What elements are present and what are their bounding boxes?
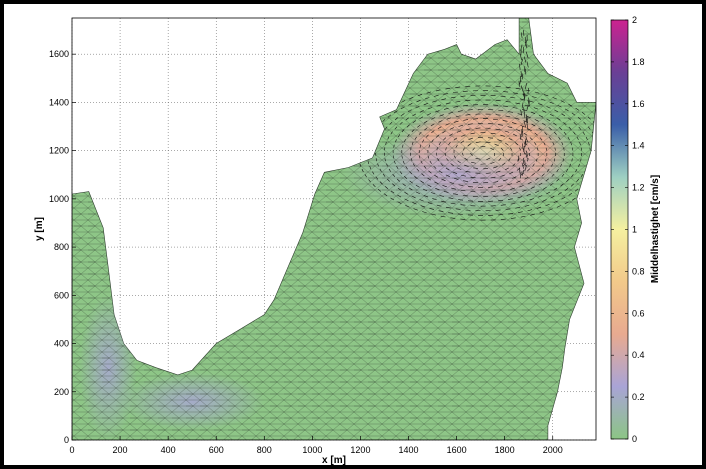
velocity-arrow xyxy=(600,175,602,178)
colorbar-tick-label: 0.8 xyxy=(632,266,645,276)
x-tick-label: 1600 xyxy=(447,445,467,455)
velocity-arrow xyxy=(377,142,378,145)
x-tick-label: 1200 xyxy=(350,445,370,455)
velocity-arrow xyxy=(586,179,588,182)
y-tick-label: 0 xyxy=(64,435,69,445)
x-tick-label: 200 xyxy=(113,445,128,455)
velocity-arrow xyxy=(591,185,593,188)
velocity-arrow xyxy=(361,137,362,140)
colorbar-tick-label: 0.4 xyxy=(632,350,645,360)
velocity-arrow xyxy=(371,134,372,137)
velocity-arrow xyxy=(604,137,605,140)
triangular-mesh xyxy=(72,18,596,440)
velocity-arrow xyxy=(579,194,582,196)
velocity-arrow xyxy=(369,139,370,142)
velocity-arrow xyxy=(379,137,380,140)
figure-frame: 0 200 400 600 800 1000 1200 1400 1600 1800 2000 02… xyxy=(4,4,702,465)
x-tick-label: 800 xyxy=(257,445,272,455)
x-tick-label: 600 xyxy=(209,445,224,455)
velocity-arrow xyxy=(601,132,603,135)
velocity-arrow xyxy=(585,189,588,192)
velocity-arrow xyxy=(394,104,397,106)
velocity-arrow xyxy=(594,169,595,172)
velocity-arrow xyxy=(596,164,597,167)
velocity-arrow xyxy=(374,129,376,132)
velocity-arrow xyxy=(597,126,599,129)
y-tick-label: 1000 xyxy=(49,194,69,204)
velocity-arrow xyxy=(597,142,598,145)
velocity-arrow xyxy=(378,124,380,127)
velocity-arrow xyxy=(359,158,360,161)
x-tick-label: 1400 xyxy=(398,445,418,455)
velocity-arrow xyxy=(381,112,384,114)
velocity-arrow xyxy=(363,131,364,134)
colorbar-tick-label: 2 xyxy=(632,15,637,25)
velocity-arrow xyxy=(375,117,378,120)
colorbar-tick-label: 0 xyxy=(632,434,637,444)
velocity-arrow xyxy=(588,164,589,167)
velocity-arrow xyxy=(606,142,607,145)
y-tick-label: 1600 xyxy=(49,49,69,59)
colorbar-tick-label: 0.2 xyxy=(632,392,645,402)
velocity-arrow xyxy=(590,174,592,177)
colorbar-tick-label: 0.6 xyxy=(632,308,645,318)
x-tick-label: 1000 xyxy=(302,445,322,455)
y-tick-label: 1400 xyxy=(49,97,69,107)
y-tick-label: 200 xyxy=(54,387,69,397)
colorbar-tick-label: 1.8 xyxy=(632,57,645,67)
x-axis-label: x [m] xyxy=(322,455,346,465)
velocity-arrow xyxy=(371,121,373,124)
y-tick-label: 1200 xyxy=(49,146,69,156)
velocity-arrow xyxy=(367,126,369,129)
flow-domain xyxy=(72,18,608,440)
velocity-arrow xyxy=(605,164,606,167)
colorbar-label: Middelhastighet [cm/s] xyxy=(650,175,661,283)
y-tick-label: 400 xyxy=(54,339,69,349)
x-tick-label: 400 xyxy=(161,445,176,455)
velocity-arrow xyxy=(603,169,604,172)
colorbar-tick-label: 1.4 xyxy=(632,141,645,151)
y-tick-label: 800 xyxy=(54,242,69,252)
colorbar-tick-label: 1.6 xyxy=(632,99,645,109)
x-tick-label: 2000 xyxy=(543,445,563,455)
figure-canvas: 0 200 400 600 800 1000 1200 1400 1600 1800 2000 02… xyxy=(4,4,702,465)
colorbar-tick-label: 1 xyxy=(632,225,637,235)
y-tick-label: 600 xyxy=(54,290,69,300)
x-tick-label: 0 xyxy=(69,445,74,455)
velocity-arrow xyxy=(387,108,390,110)
velocity-arrow xyxy=(359,142,360,145)
y-axis-label: y [m] xyxy=(34,217,45,241)
x-tick-label: 1800 xyxy=(495,445,515,455)
colorbar-tick-label: 1.2 xyxy=(632,183,645,193)
